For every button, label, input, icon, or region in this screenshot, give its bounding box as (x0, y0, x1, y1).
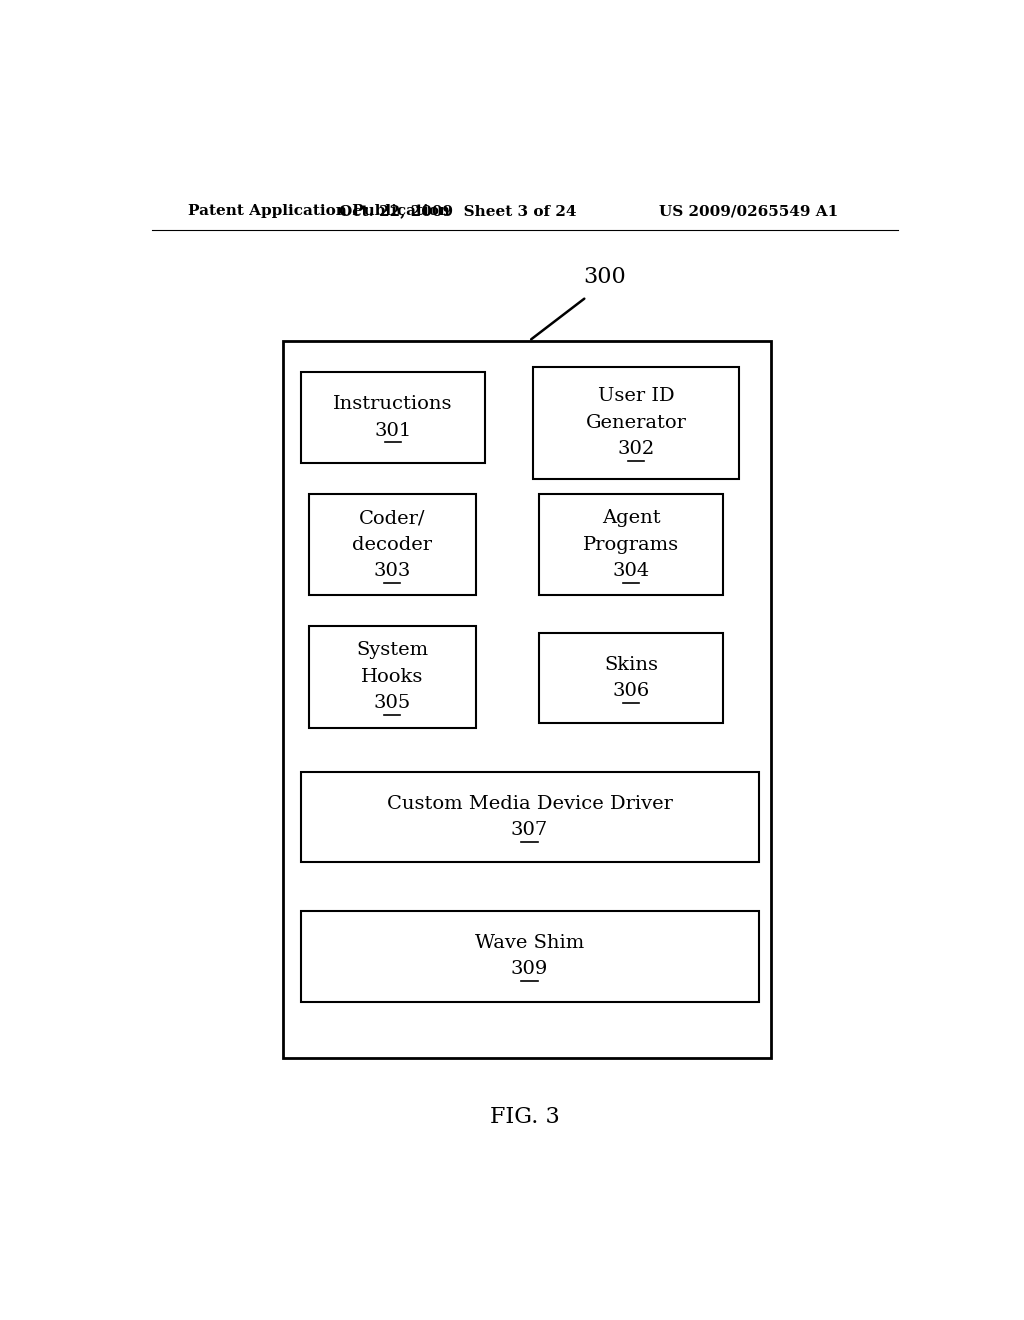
Text: 302: 302 (617, 440, 654, 458)
Text: System: System (356, 642, 428, 659)
Text: Programs: Programs (583, 536, 679, 553)
Text: Patent Application Publication: Patent Application Publication (187, 205, 450, 218)
Text: 306: 306 (612, 682, 650, 700)
Text: Generator: Generator (586, 413, 686, 432)
Text: 309: 309 (511, 961, 548, 978)
Text: 303: 303 (374, 562, 411, 579)
Text: Instructions: Instructions (334, 396, 453, 413)
Text: FIG. 3: FIG. 3 (489, 1106, 560, 1127)
Text: Wave Shim: Wave Shim (475, 935, 584, 952)
Bar (539, 494, 723, 595)
Bar (532, 367, 739, 479)
Bar (539, 634, 723, 722)
Text: Coder/: Coder/ (359, 510, 426, 527)
Bar (301, 372, 485, 463)
Bar (309, 626, 475, 727)
Text: Custom Media Device Driver: Custom Media Device Driver (387, 795, 673, 813)
Text: Oct. 22, 2009  Sheet 3 of 24: Oct. 22, 2009 Sheet 3 of 24 (339, 205, 577, 218)
Text: decoder: decoder (352, 536, 432, 553)
Bar (283, 342, 771, 1057)
Text: 304: 304 (612, 562, 650, 579)
Text: Hooks: Hooks (361, 668, 424, 686)
Text: User ID: User ID (598, 387, 674, 405)
Text: Skins: Skins (604, 656, 658, 673)
Text: 300: 300 (583, 267, 626, 289)
Bar (301, 911, 759, 1002)
Bar (309, 494, 475, 595)
Text: 305: 305 (374, 694, 411, 713)
Text: Agent: Agent (602, 510, 660, 527)
Bar (301, 772, 759, 862)
Text: 307: 307 (511, 821, 548, 840)
Text: 301: 301 (375, 422, 412, 440)
Text: US 2009/0265549 A1: US 2009/0265549 A1 (659, 205, 839, 218)
